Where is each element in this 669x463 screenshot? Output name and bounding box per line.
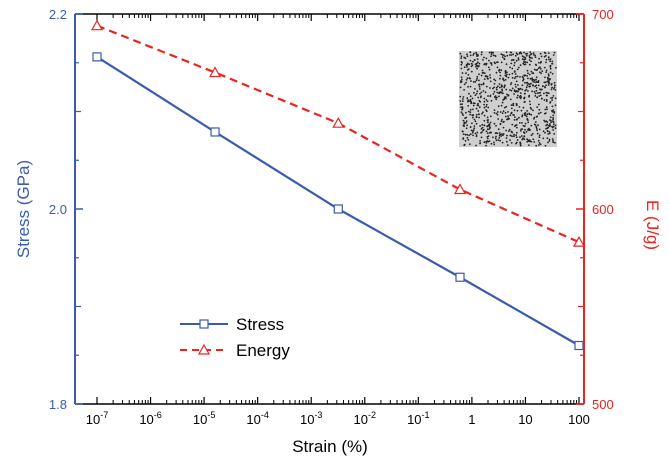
- right-y-tick-label: 700: [592, 7, 614, 22]
- left-y-tick-label: 2.0: [49, 202, 67, 217]
- data-point-energy: [90, 19, 104, 31]
- inset-image: [459, 51, 557, 147]
- right-y-axis-ticks: 500 600 700: [576, 7, 614, 412]
- x-tick-label: 10-2: [354, 410, 376, 427]
- data-point-stress: [333, 204, 343, 214]
- legend: Stress Energy: [180, 315, 290, 360]
- data-point-stress: [574, 340, 584, 351]
- data-point-energy: [572, 235, 586, 247]
- left-axis-title: Stress (GPa): [14, 160, 33, 258]
- inset-dots: [459, 51, 557, 147]
- x-tick-label: 10-6: [139, 410, 161, 427]
- legend-triangle-marker: [197, 343, 211, 355]
- right-y-tick-label: 500: [592, 397, 614, 412]
- left-y-tick-label: 2.2: [49, 7, 67, 22]
- x-tick-label: 10-7: [86, 410, 108, 427]
- data-point-stress: [210, 127, 220, 137]
- x-tick-label: 100: [568, 412, 590, 427]
- legend-square-marker: [199, 319, 209, 329]
- left-y-tick-label: 1.8: [49, 397, 67, 412]
- x-tick-label: 1: [468, 412, 475, 427]
- data-point-stress: [92, 52, 102, 62]
- legend-item-energy: Energy: [180, 341, 290, 360]
- data-point-energy: [332, 116, 345, 128]
- legend-label-energy: Energy: [236, 341, 290, 360]
- x-axis-ticks: 10-7 10-6 10-5 10-4 10-3 10-2 10-1 1 10 100: [86, 14, 590, 427]
- x-tick-label: 10: [518, 412, 532, 427]
- right-y-tick-label: 600: [592, 202, 614, 217]
- data-point-stress: [455, 272, 465, 282]
- x-tick-label: 10-1: [407, 410, 429, 427]
- data-point-energy: [453, 183, 467, 195]
- x-tick-label: 10-5: [193, 410, 215, 427]
- x-tick-label: 10-4: [246, 410, 268, 427]
- right-axis-title: E (J/g): [643, 200, 662, 250]
- left-y-axis-ticks: 1.8 2.0 2.2: [49, 7, 83, 412]
- x-axis-title: Strain (%): [292, 437, 368, 456]
- legend-item-stress: Stress: [180, 315, 284, 334]
- legend-label-stress: Stress: [236, 315, 284, 334]
- x-tick-label: 10-3: [300, 410, 322, 427]
- data-point-energy: [209, 66, 222, 78]
- series-layer: [90, 19, 586, 351]
